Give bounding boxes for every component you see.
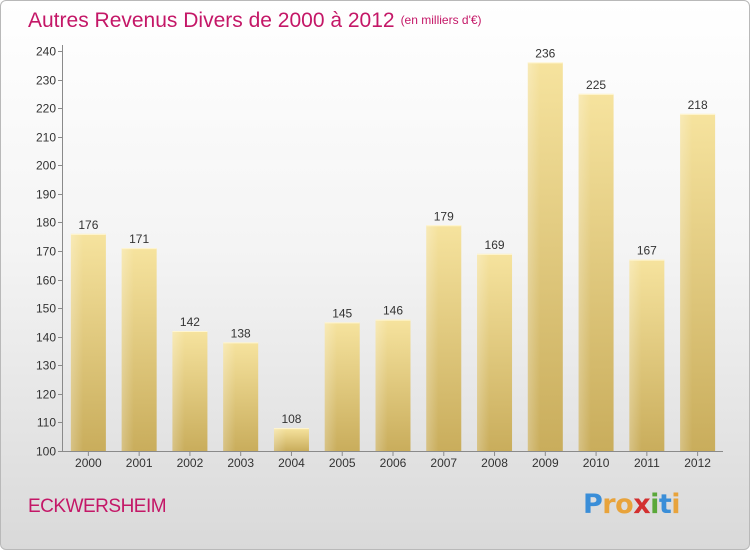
bar-highlight — [527, 62, 541, 452]
x-tick-label: 2009 — [532, 456, 559, 470]
bar-highlight — [273, 428, 287, 451]
y-tick-label: 210 — [36, 131, 56, 145]
axes: 100 110 120 130 140 150 160 170 180 190 200 210 220 2… — [36, 45, 723, 470]
x-tick-label: 2004 — [278, 456, 305, 470]
data-label: 236 — [535, 46, 555, 60]
bar-highlight — [477, 253, 490, 451]
location-name: ECKWERSHEIM — [28, 496, 167, 517]
bar-highlight — [426, 225, 439, 451]
logo-letter: o — [615, 489, 634, 520]
data-label: 218 — [688, 98, 708, 112]
bar-highlight — [70, 233, 84, 451]
logo-letter: i — [650, 489, 659, 520]
y-tick-label: 180 — [36, 216, 56, 230]
bar-highlight — [680, 113, 693, 451]
data-label: 171 — [129, 232, 149, 246]
logo-letter: x — [633, 489, 651, 520]
bar-highlight — [629, 259, 642, 451]
bar-highlight — [375, 319, 388, 451]
data-label: 176 — [78, 218, 98, 232]
y-tick-label: 120 — [36, 388, 56, 402]
bar-highlight — [172, 331, 185, 451]
x-tick-label: 2006 — [380, 456, 407, 470]
data-label: 142 — [180, 315, 200, 329]
data-label: 169 — [485, 238, 505, 252]
x-tick-label: 2003 — [227, 456, 254, 470]
y-tick-label: 130 — [36, 359, 56, 373]
logo-letter: i — [671, 489, 681, 520]
bar-highlight — [324, 322, 337, 451]
x-tick-label: 2010 — [583, 456, 610, 470]
data-labels: 176 171 142 138 108 145 146 179 169 236 225 167 218 — [78, 46, 708, 426]
bar-highlight — [223, 342, 236, 451]
data-label: 145 — [332, 306, 352, 320]
chart-title-text: Autres Revenus Divers de 2000 à 2012 — [28, 9, 395, 32]
x-tick-label: 2007 — [430, 456, 457, 470]
y-tick-label: 140 — [36, 331, 56, 345]
bar-highlight — [121, 248, 134, 451]
x-tick-label: 2001 — [126, 456, 153, 470]
data-label: 179 — [434, 209, 454, 223]
proxiti-logo: Proxiti — [583, 489, 681, 520]
y-tick-label: 190 — [36, 188, 56, 202]
bar-highlight — [578, 93, 591, 451]
data-label: 146 — [383, 304, 403, 318]
x-tick-label: 2008 — [481, 456, 508, 470]
y-tick-label: 200 — [36, 159, 56, 173]
y-tick-label: 170 — [36, 245, 56, 259]
data-label: 108 — [281, 412, 301, 426]
x-tick-label: 2011 — [634, 456, 660, 470]
x-tick-label: 2000 — [75, 456, 102, 470]
y-tick-label: 230 — [36, 74, 56, 88]
x-tick-label: 2012 — [684, 456, 711, 470]
data-label: 225 — [586, 78, 606, 92]
chart-title: Autres Revenus Divers de 2000 à 2012 (en … — [28, 9, 482, 33]
bars — [70, 62, 716, 452]
logo-letter: P — [583, 489, 603, 520]
x-tick-label: 2005 — [329, 456, 356, 470]
logo-letter: r — [602, 489, 616, 520]
y-tick-label: 220 — [36, 102, 56, 116]
data-label: 138 — [231, 326, 251, 340]
x-tick-label: 2002 — [177, 456, 204, 470]
y-tick-label: 240 — [36, 45, 56, 59]
chart-subtitle: (en milliers d'€) — [400, 13, 482, 27]
y-tick-label: 110 — [37, 416, 56, 430]
logo-letter: t — [658, 489, 672, 520]
y-tick-label: 160 — [36, 274, 56, 288]
y-tick-label: 100 — [36, 445, 56, 459]
y-tick-label: 150 — [36, 302, 56, 316]
data-label: 167 — [637, 244, 657, 258]
